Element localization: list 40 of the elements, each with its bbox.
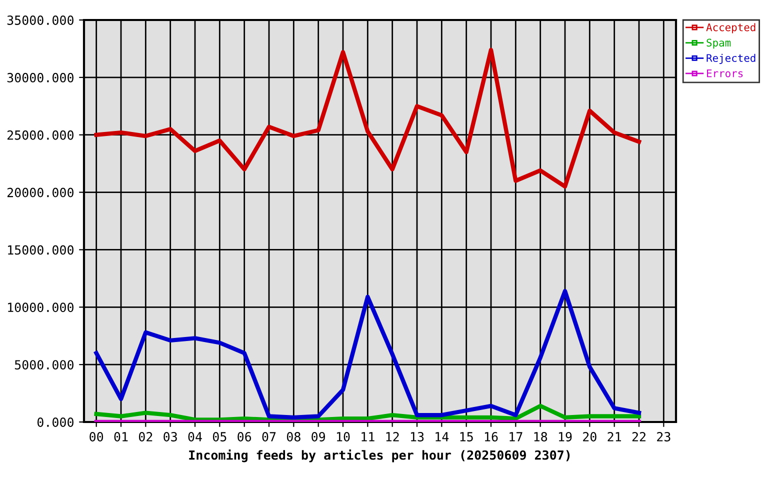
x-tick-label: 00	[90, 432, 104, 442]
x-tick-label: 17	[510, 432, 522, 442]
x-tick-label: 20	[583, 432, 596, 442]
y-tick-label: 25000.000	[7, 130, 74, 140]
y-tick-label: 20000.000	[7, 188, 74, 198]
x-tick-label: 08	[286, 432, 300, 442]
x-tick-label: 01	[114, 432, 128, 442]
line-series	[94, 48, 642, 189]
x-tick-label: 12	[386, 432, 399, 442]
x-tick-label: 15	[460, 432, 473, 442]
y-tick-label: 5000.000	[14, 360, 74, 370]
x-tick-label: 04	[188, 432, 202, 442]
x-tick-label: 03	[164, 432, 177, 442]
legend-label: Accepted	[706, 23, 756, 34]
legend-label: Errors	[707, 70, 743, 78]
x-tick-label: 02	[138, 432, 152, 442]
x-tick-label: 22	[632, 432, 646, 442]
x-tick-label: 14	[436, 432, 449, 442]
x-tick-label: 10	[336, 432, 350, 442]
x-tick-label: 06	[238, 432, 252, 442]
legend-label: Spam	[706, 38, 731, 49]
x-tick-label: 11	[362, 432, 374, 442]
y-tick-label: 10000.000	[8, 302, 74, 312]
y-tick-label: 30000.000	[7, 72, 74, 82]
y-tick-label: 35000.000	[7, 16, 74, 25]
y-tick-label: 15000.000	[8, 245, 74, 255]
x-tick-label: 09	[312, 432, 326, 442]
x-tick-label: 05	[212, 432, 226, 442]
x-tick-label: 16	[484, 432, 498, 442]
y-tick-label: 0.000	[37, 418, 74, 427]
x-tick-label: 07	[262, 432, 276, 442]
x-tick-label: 18	[534, 432, 548, 442]
x-tick-label: 21	[608, 432, 622, 442]
x-tick-label: 19	[558, 432, 572, 442]
line-series	[94, 288, 642, 420]
x-axis-title: Incoming feeds by articles per hour (20250609 2307)	[189, 449, 570, 462]
legend-label: Rejected	[706, 54, 756, 64]
x-tick-label: 13	[410, 432, 424, 442]
line-series	[94, 404, 642, 422]
x-tick-label: 23	[657, 432, 670, 442]
